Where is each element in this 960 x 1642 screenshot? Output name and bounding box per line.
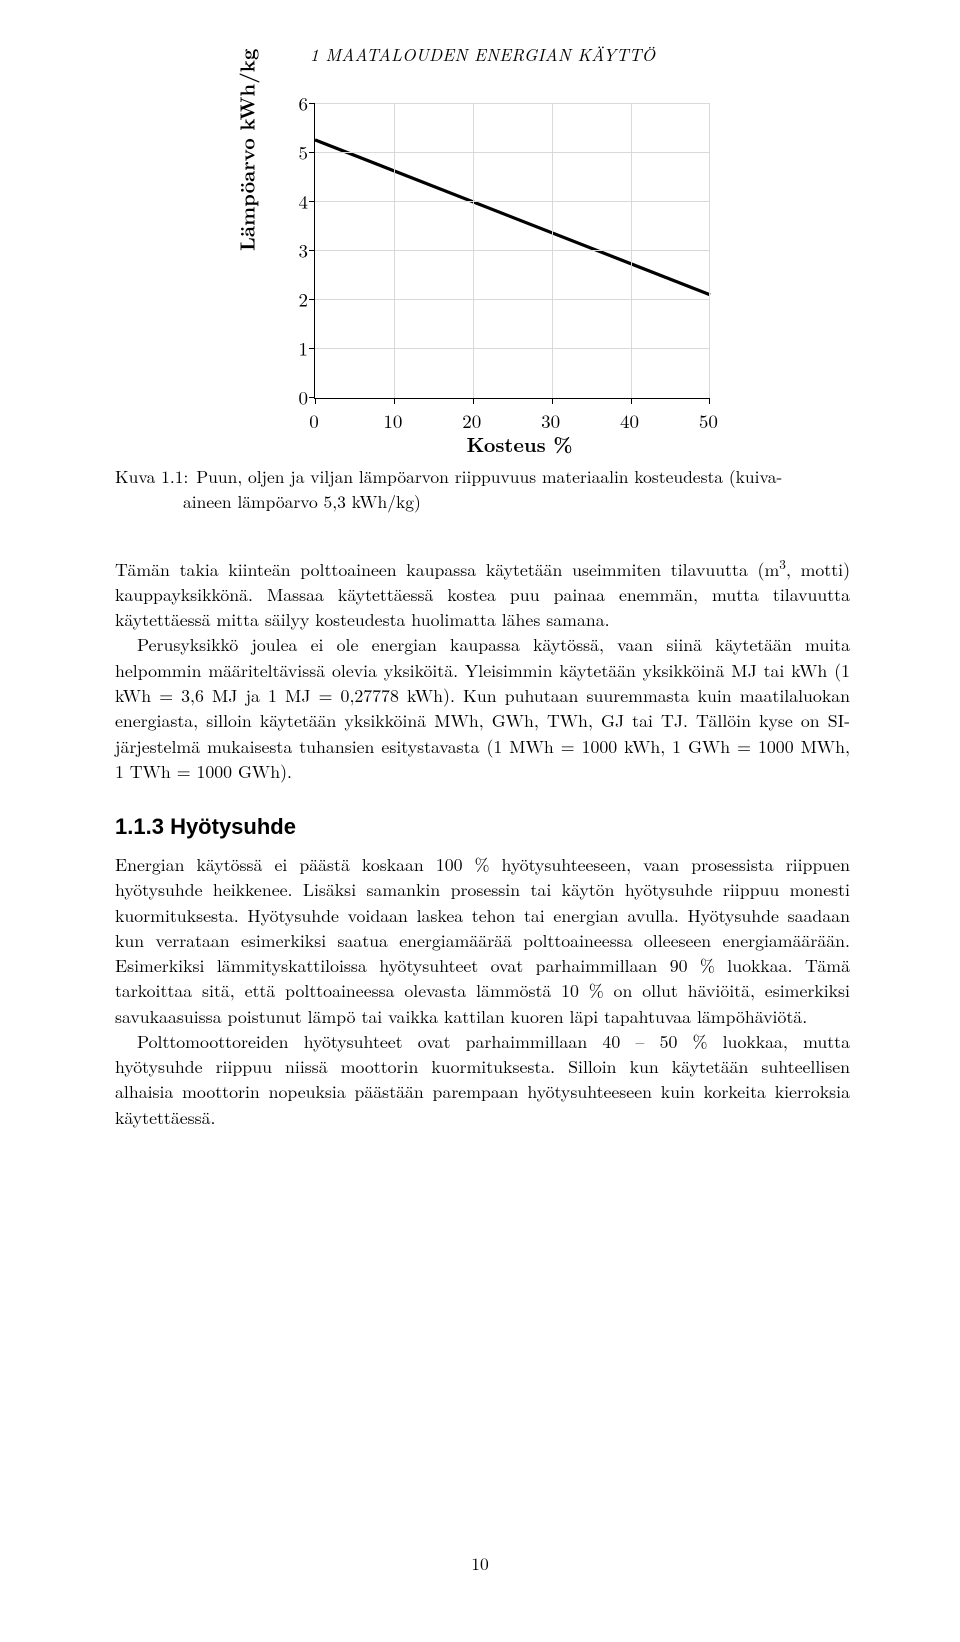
y-tick-label: 5: [284, 139, 308, 166]
y-axis-label: Lämpöarvo kWh/kg: [232, 49, 261, 251]
y-tick-label: 6: [284, 90, 308, 117]
x-tick: [631, 398, 632, 404]
y-tick: [309, 201, 315, 202]
figure: Lämpöarvo kWh/kg Kosteus % 0123456010203…: [240, 95, 725, 443]
x-tick-label: 10: [373, 407, 413, 434]
y-tick: [309, 103, 315, 104]
x-tick-label: 50: [688, 407, 728, 434]
para-text: Tämän takia kiinteän polttoaineen kaupas…: [115, 557, 779, 582]
superscript: 3: [779, 554, 786, 573]
body-paragraph: Energian käytössä ei päästä koskaan 100 …: [115, 852, 850, 1029]
y-tick: [309, 299, 315, 300]
x-tick: [315, 398, 316, 404]
body-paragraph: Tämän takia kiinteän polttoaineen kaupas…: [115, 557, 850, 633]
gridline: [315, 348, 710, 349]
line-chart: Lämpöarvo kWh/kg Kosteus % 0123456010203…: [240, 95, 725, 443]
running-head: 1 MAATALOUDEN ENERGIAN KÄYTTÖ: [115, 42, 850, 67]
x-tick-label: 30: [531, 407, 571, 434]
gridline: [552, 103, 553, 398]
page-number: 10: [0, 1551, 960, 1576]
x-tick: [394, 398, 395, 404]
gridline: [394, 103, 395, 398]
x-tick: [473, 398, 474, 404]
gridline: [315, 103, 710, 104]
y-tick: [309, 348, 315, 349]
y-tick-label: 3: [284, 237, 308, 264]
y-tick: [309, 250, 315, 251]
caption-label: Kuva 1.1:: [115, 464, 188, 489]
body-paragraph: Perusyksikkö joulea ei ole energian kaup…: [115, 632, 850, 784]
gridline: [315, 152, 710, 153]
gridline: [631, 103, 632, 398]
caption-text-cont: aineen lämpöarvo 5,3 kWh/kg): [115, 490, 850, 515]
section-title: Hyötysuhde: [170, 814, 296, 839]
y-tick: [309, 152, 315, 153]
y-tick-label: 4: [284, 188, 308, 215]
gridline: [473, 103, 474, 398]
section-number: 1.1.3: [115, 814, 164, 839]
gridline: [315, 299, 710, 300]
caption-text: Puun, oljen ja viljan lämpöarvon riippuv…: [196, 464, 782, 489]
x-tick: [552, 398, 553, 404]
page: 1 MAATALOUDEN ENERGIAN KÄYTTÖ Lämpöarvo …: [0, 0, 960, 1642]
section-heading: 1.1.3 Hyötysuhde: [115, 814, 850, 840]
gridline: [315, 201, 710, 202]
gridline: [709, 103, 710, 398]
figure-caption: Kuva 1.1: Puun, oljen ja viljan lämpöarv…: [115, 465, 850, 515]
x-tick-label: 20: [452, 407, 492, 434]
y-tick-label: 1: [284, 335, 308, 362]
gridline: [315, 250, 710, 251]
x-tick-label: 0: [294, 407, 334, 434]
plot-area: [314, 103, 710, 399]
y-tick-label: 2: [284, 286, 308, 313]
body-paragraph: Polttomoottoreiden hyötysuhteet ovat par…: [115, 1029, 850, 1130]
x-tick: [709, 398, 710, 404]
x-tick-label: 40: [610, 407, 650, 434]
